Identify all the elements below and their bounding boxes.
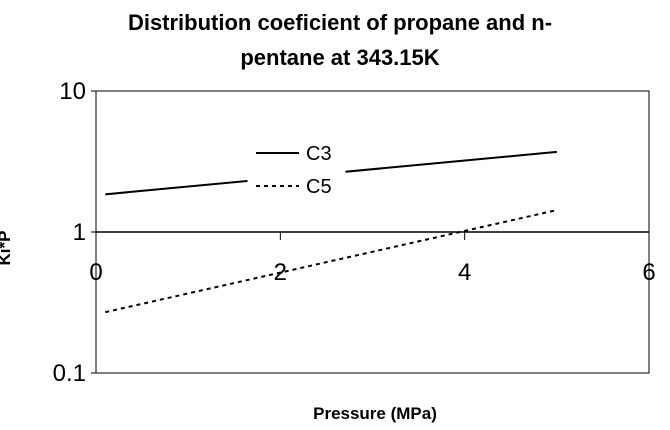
- legend-box: [247, 132, 346, 204]
- legend-label-c3: C3: [306, 143, 332, 165]
- legend-label-c5: C5: [306, 176, 332, 198]
- x-tick-label-2: 4: [458, 259, 471, 286]
- y-tick-label-0: 0.1: [53, 360, 86, 387]
- x-tick-label-0: 0: [89, 259, 102, 286]
- y-axis-label: Ki*P: [0, 231, 14, 266]
- legend: C3 C5: [247, 132, 346, 204]
- series-line-c5: [104, 209, 558, 314]
- y-tick-label-2: 10: [59, 78, 86, 105]
- y-tick-label-1: 1: [73, 219, 86, 246]
- x-axis-label: Pressure (MPa): [313, 404, 437, 423]
- chart-title-line-2: pentane at 343.15K: [240, 45, 439, 70]
- x-tick-label-3: 6: [642, 259, 655, 286]
- chart-title-line-1: Distribution coeficient of propane and n…: [128, 10, 552, 35]
